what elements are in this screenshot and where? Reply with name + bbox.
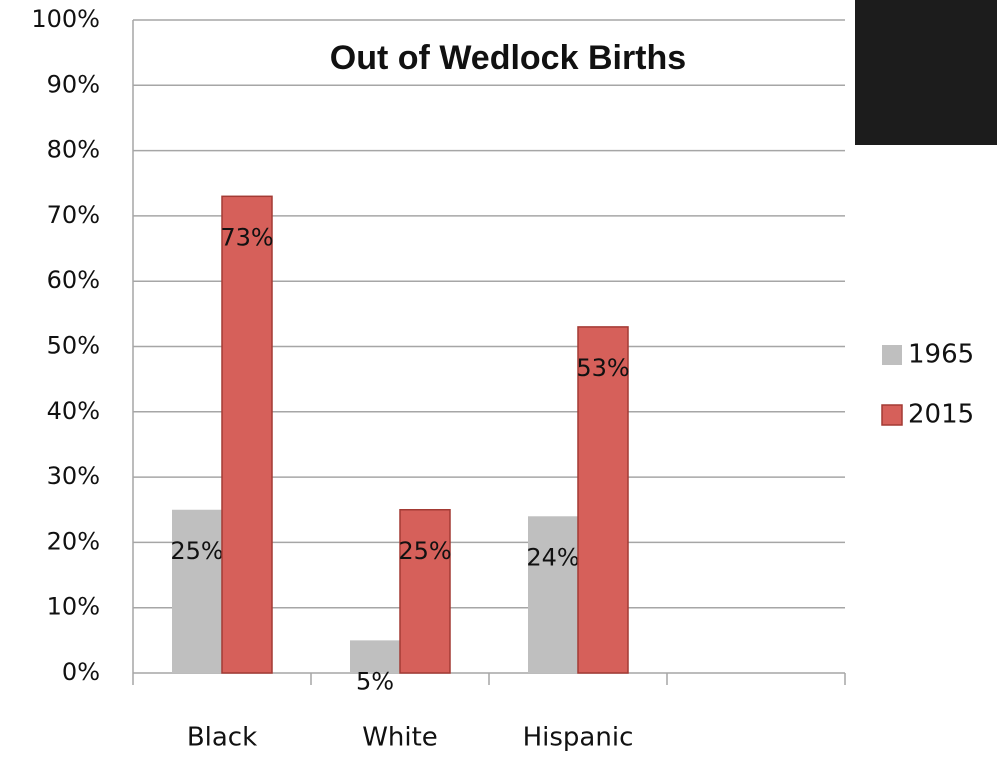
legend-label: 1965 (908, 340, 974, 370)
bar (221, 195, 273, 674)
value-label: 24% (526, 543, 579, 571)
value-label: 73% (220, 223, 273, 251)
y-tick-label: 20% (47, 527, 100, 555)
y-tick-label: 30% (47, 462, 100, 490)
y-tick-label: 50% (47, 332, 100, 360)
bar (577, 326, 629, 674)
legend-swatch (881, 404, 903, 426)
bar (172, 509, 222, 673)
y-tick-label: 90% (47, 70, 100, 98)
y-tick-label: 40% (47, 397, 100, 425)
x-tick-label: White (362, 723, 438, 753)
y-tick-label: 10% (47, 593, 100, 621)
y-tick-label: 0% (62, 658, 100, 686)
y-tick-label: 100% (31, 5, 100, 33)
bar (528, 516, 578, 673)
x-tick-label: Black (187, 723, 257, 753)
chart-title: Out of Wedlock Births (330, 39, 686, 77)
value-label: 25% (170, 537, 223, 565)
legend-swatch (882, 345, 902, 365)
value-label: 25% (398, 537, 451, 565)
photo-corner (855, 0, 997, 145)
y-tick-label: 80% (47, 136, 100, 164)
legend-label: 2015 (908, 400, 974, 430)
value-label: 5% (356, 667, 394, 695)
value-label: 53% (576, 354, 629, 382)
y-tick-label: 60% (47, 266, 100, 294)
bar (350, 640, 400, 673)
bar (399, 509, 451, 674)
x-tick-label: Hispanic (523, 723, 634, 753)
y-tick-label: 70% (47, 201, 100, 229)
